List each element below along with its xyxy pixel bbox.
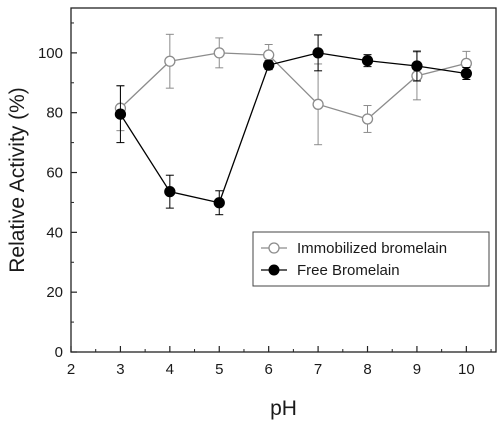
series-line — [119, 52, 467, 120]
y-tick-label: 60 — [46, 165, 63, 182]
x-tick-label: 8 — [363, 361, 371, 378]
x-tick-label: 5 — [215, 361, 223, 378]
y-tick-label: 100 — [38, 45, 63, 62]
data-point — [460, 67, 472, 80]
legend-label-free: Free Bromelain — [297, 262, 400, 279]
data-point — [411, 60, 423, 72]
legend: Immobilized bromelain Free Bromelain — [252, 231, 490, 287]
data-point — [213, 47, 225, 59]
data-point — [361, 113, 374, 125]
data-point — [164, 55, 176, 67]
x-tick-label: 6 — [265, 361, 273, 378]
series-free — [114, 34, 472, 216]
legend-item-free: Free Bromelain — [261, 262, 400, 279]
legend-marker-immobilized — [268, 242, 280, 254]
data-point — [114, 108, 127, 120]
x-tick-label: 7 — [314, 361, 322, 378]
y-tick-label: 80 — [46, 105, 63, 122]
y-axis-title: Relative Activity (%) — [6, 87, 29, 273]
y-tick-label: 40 — [46, 224, 63, 241]
data-point — [460, 57, 472, 69]
data-point — [263, 49, 275, 61]
legend-marker-free — [268, 264, 280, 276]
y-tick-label: 0 — [55, 344, 63, 361]
data-point — [263, 59, 275, 71]
legend-item-immobilized: Immobilized bromelain — [261, 240, 447, 257]
x-tick-label: 3 — [116, 361, 124, 378]
x-axis-title: pH — [270, 397, 297, 420]
data-point — [361, 54, 374, 67]
legend-label-immobilized: Immobilized bromelain — [297, 240, 447, 257]
data-point — [164, 186, 176, 198]
plot-area-frame — [70, 7, 497, 353]
x-tick-label: 9 — [413, 361, 421, 378]
x-tick-label: 10 — [458, 361, 475, 378]
series-immobilized — [114, 33, 472, 146]
x-tick-label: 4 — [166, 361, 174, 378]
data-point — [213, 197, 225, 209]
y-tick-label: 20 — [46, 284, 63, 301]
series-line — [119, 52, 467, 204]
x-tick-label: 2 — [67, 361, 75, 378]
legend-box — [252, 231, 490, 287]
data-point — [312, 98, 324, 110]
series-layer — [114, 33, 472, 216]
tick-marks — [70, 22, 492, 353]
data-point — [312, 47, 324, 59]
